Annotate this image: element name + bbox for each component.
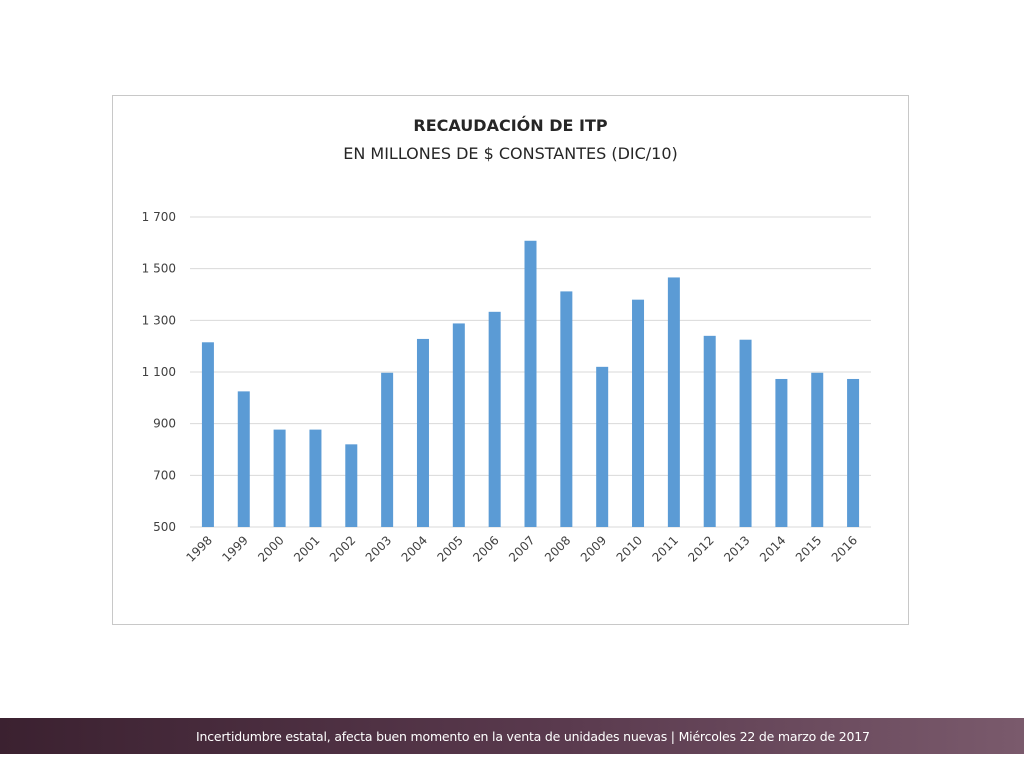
x-tick-label: 2016 [829,533,860,564]
y-tick-label: 1 100 [142,365,176,379]
x-tick-label: 2003 [363,533,394,564]
x-tick-label: 2014 [757,533,788,564]
x-tick-label: 2010 [614,533,645,564]
x-tick-label: 2009 [578,533,609,564]
footer-bar: Incertidumbre estatal, afecta buen momen… [0,718,1024,754]
x-tick-label: 2005 [434,533,465,564]
bar-1998 [201,342,214,527]
bar-2011 [667,277,680,527]
x-tick-label: 2004 [399,533,430,564]
bar-2006 [488,311,501,527]
y-tick-label: 500 [153,520,176,534]
footer-text: Incertidumbre estatal, afecta buen momen… [196,729,870,744]
x-tick-label: 2015 [793,533,824,564]
bar-2008 [560,291,573,527]
x-tick-label: 2007 [506,533,537,564]
y-tick-label: 1 500 [142,262,176,276]
bar-2003 [381,372,394,527]
bar-2004 [416,338,429,527]
x-tick-label: 1999 [219,533,250,564]
bar-2015 [811,372,824,527]
bar-2005 [452,323,465,527]
chart-title: RECAUDACIÓN DE ITP [413,116,608,135]
x-tick-label: 2012 [685,533,716,564]
chart-subtitle: EN MILLONES DE $ CONSTANTES (DIC/10) [343,144,678,163]
x-tick-label: 2002 [327,533,358,564]
bar-2009 [596,366,609,527]
bar-1999 [237,391,250,527]
bar-2014 [775,378,788,527]
bar-2016 [847,378,860,527]
y-tick-label: 900 [153,417,176,431]
bar-2007 [524,240,537,527]
bar-2000 [273,429,286,527]
bar-2012 [703,335,716,527]
x-tick-label: 2001 [291,533,322,564]
y-tick-label: 1 300 [142,313,176,327]
x-tick-label: 2000 [255,533,286,564]
x-tick-label: 1998 [184,533,215,564]
bar-2002 [345,444,358,527]
bar-2001 [309,429,322,527]
x-tick-label: 2011 [649,533,680,564]
chart-container: RECAUDACIÓN DE ITP EN MILLONES DE $ CONS… [112,95,909,625]
x-tick-label: 2006 [470,533,501,564]
y-tick-label: 1 700 [142,210,176,224]
x-tick-label: 2013 [721,533,752,564]
x-tick-label: 2008 [542,533,573,564]
bar-2013 [739,339,752,527]
y-tick-label: 700 [153,468,176,482]
bar-2010 [632,299,645,527]
